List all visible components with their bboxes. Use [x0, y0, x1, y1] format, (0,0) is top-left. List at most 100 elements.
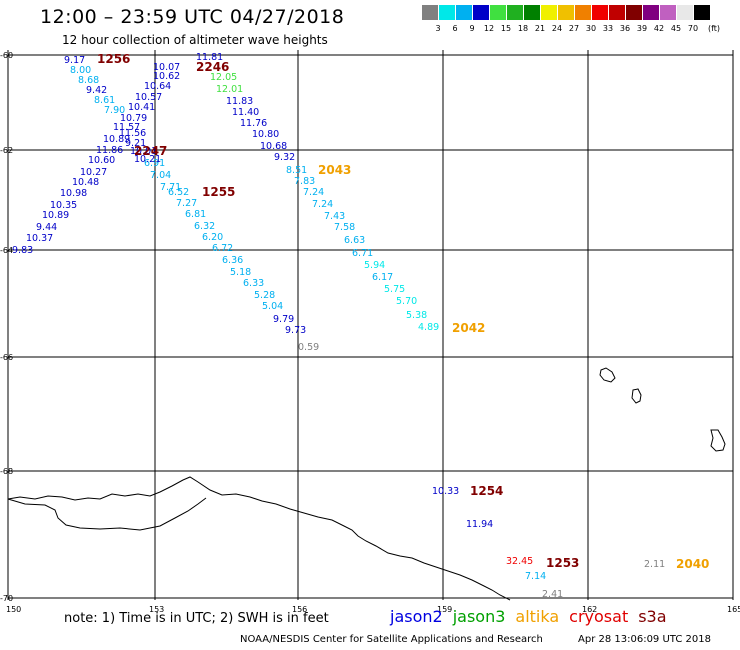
swh-observation: 6.72 — [212, 243, 233, 254]
swh-observation: 6.91 — [144, 158, 165, 169]
swh-observation: 0.59 — [298, 342, 319, 353]
swh-observation: 7.14 — [525, 571, 546, 582]
swh-observation: 7.24 — [303, 187, 324, 198]
lon-tick-label: 150 — [6, 605, 21, 614]
scale-label: 70 — [687, 24, 699, 33]
swh-observation: 5.75 — [384, 284, 405, 295]
legend-s3a: s3a — [638, 607, 667, 626]
swh-observation: 12.05 — [210, 72, 237, 83]
swh-observation: 5.28 — [254, 290, 275, 301]
scale-swatch — [558, 5, 574, 20]
legend-jason2: jason2 — [390, 607, 443, 626]
credit-line: NOAA/NESDIS Center for Satellite Applica… — [240, 634, 711, 645]
lat-lon-grid — [7, 50, 734, 600]
scale-swatch — [541, 5, 557, 20]
scale-swatch — [575, 5, 591, 20]
swh-observation: 10.57 — [135, 92, 162, 103]
satellite-legend: jason2 jason3 altika cryosat s3a — [390, 607, 677, 626]
lat-tick-label: -62 — [0, 146, 13, 155]
swh-observation: 7.83 — [294, 176, 315, 187]
swh-observation: 10.68 — [260, 141, 287, 152]
swh-observation: 11.83 — [226, 96, 253, 107]
credit-text: NOAA/NESDIS Center for Satellite Applica… — [240, 634, 543, 645]
swh-observation: 10.37 — [26, 233, 53, 244]
swh-observation: 11.56 — [119, 128, 146, 139]
swh-observation: 6.32 — [194, 221, 215, 232]
swh-observation: 12.01 — [216, 84, 243, 95]
legend-altika: altika — [515, 607, 560, 626]
swh-observation: 6.81 — [185, 209, 206, 220]
swh-observation: 10.27 — [80, 167, 107, 178]
lon-tick-label: 162 — [582, 605, 597, 614]
swh-observation: 11.40 — [232, 107, 259, 118]
page-title: 12:00 – 23:59 UTC 04/27/2018 — [40, 6, 345, 28]
scale-label: 33 — [602, 24, 614, 33]
island-3 — [710, 429, 726, 452]
coastline-inlet — [7, 497, 207, 531]
swh-observation: 4.89 — [418, 322, 439, 333]
swh-observation: 5.18 — [230, 267, 251, 278]
swh-observation: 6.17 — [372, 272, 393, 283]
swh-observation: 9.17 — [64, 55, 85, 66]
scale-label: 21 — [534, 24, 546, 33]
swh-observation: 8.00 — [70, 65, 91, 76]
scale-label: 24 — [551, 24, 563, 33]
scale-swatch — [609, 5, 625, 20]
swh-observation: 10.41 — [128, 102, 155, 113]
pass-id-label: 1253 — [546, 556, 579, 570]
swh-observation: 10.21 — [134, 154, 161, 165]
island-1 — [599, 367, 616, 383]
scale-label: 27 — [568, 24, 580, 33]
scale-label: 9 — [469, 24, 475, 33]
swh-observation: 9.32 — [274, 152, 295, 163]
swh-observation: 10.64 — [144, 81, 171, 92]
scale-swatch — [439, 5, 455, 20]
swh-observation: 6.36 — [222, 255, 243, 266]
scale-label: 30 — [585, 24, 597, 33]
swh-observation: 2.41 — [542, 589, 563, 600]
scale-swatch — [660, 5, 676, 20]
scale-swatch — [626, 5, 642, 20]
observation-labels: 9.178.008.689.428.617.9010.7910.8911.861… — [12, 52, 665, 600]
scale-swatch — [592, 5, 608, 20]
swh-observation: 10.60 — [88, 155, 115, 166]
swh-observation: 32.45 — [506, 556, 533, 567]
swh-observation: 9.44 — [36, 222, 57, 233]
swh-observation: 8.51 — [286, 165, 307, 176]
swh-observation: 7.71 — [160, 182, 181, 193]
swh-observation: 8.61 — [94, 95, 115, 106]
lon-tick-label: 159 — [437, 605, 452, 614]
swh-observation: 10.07 — [153, 62, 180, 73]
legend-cryosat: cryosat — [569, 607, 629, 626]
island-2 — [631, 388, 642, 404]
swh-observation: 5.70 — [396, 296, 417, 307]
timestamp: Apr 28 13:06:09 UTC 2018 — [578, 634, 711, 645]
lat-tick-label: -68 — [0, 467, 13, 476]
lon-tick-label: 165 — [727, 605, 740, 614]
pass-id-label: 1255 — [202, 185, 235, 199]
lat-tick-label: -70 — [0, 594, 13, 603]
swh-observation: 7.90 — [104, 105, 125, 116]
legend-jason3: jason3 — [452, 607, 506, 626]
swh-observation: 5.94 — [364, 260, 385, 271]
swh-observation: 6.71 — [352, 248, 373, 259]
scale-label: 18 — [517, 24, 529, 33]
swh-observation: 7.58 — [334, 222, 355, 233]
swh-observation: 10.89 — [103, 134, 130, 145]
scale-label: 42 — [653, 24, 665, 33]
scale-label: 12 — [483, 24, 495, 33]
swh-observation: 6.33 — [243, 278, 264, 289]
scale-swatch — [694, 5, 710, 20]
pass-labels: 1256 2246 2247 1255 2043 2042 1254 1253 2040 — [97, 52, 709, 571]
swh-observation: 9.21 — [125, 138, 146, 149]
swh-observation: 5.38 — [406, 310, 427, 321]
scale-swatch — [643, 5, 659, 20]
scale-label: 36 — [619, 24, 631, 33]
pass-id-label: 2040 — [676, 557, 709, 571]
swh-observation: 7.43 — [324, 211, 345, 222]
coastline — [7, 476, 511, 601]
swh-observation: 10.89 — [42, 210, 69, 221]
swh-observation: 11.81 — [196, 52, 223, 63]
swh-observation: 2.11 — [644, 559, 665, 570]
